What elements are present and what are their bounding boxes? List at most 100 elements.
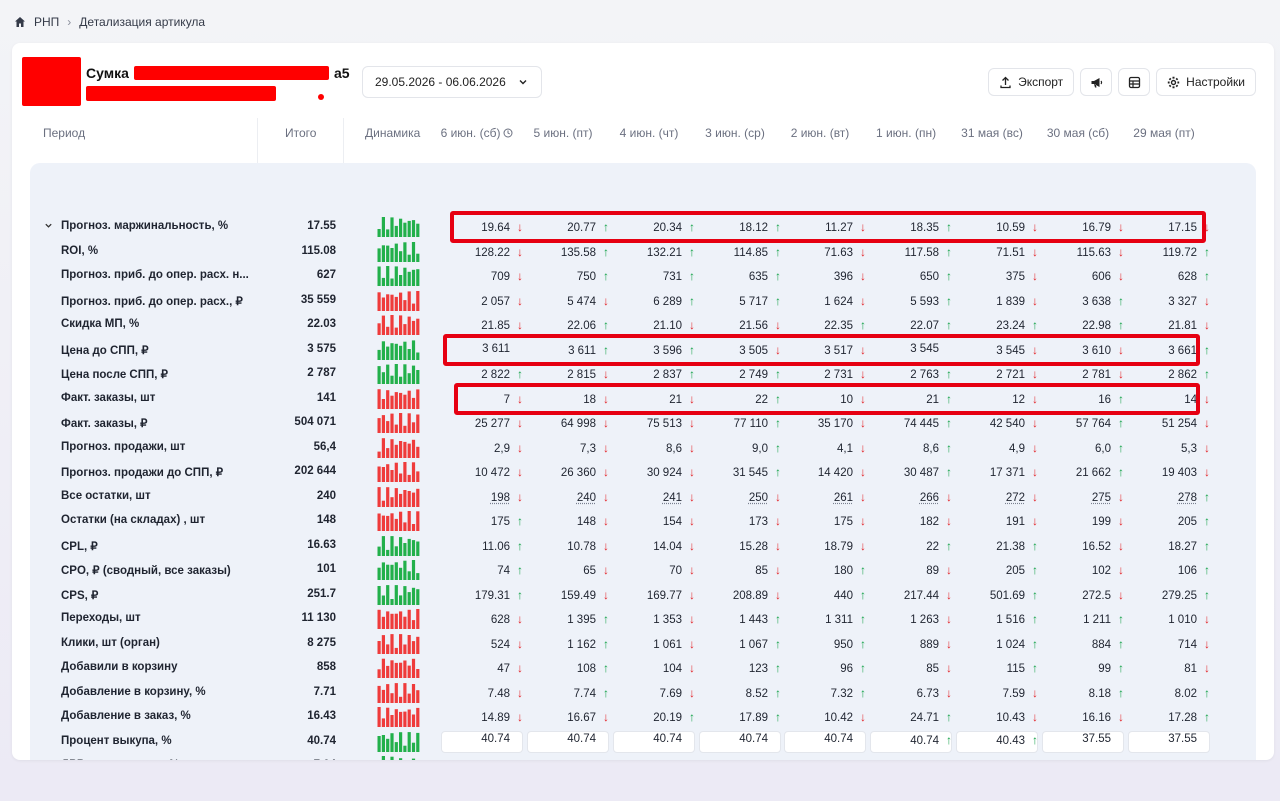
value-cell[interactable]: 375 ↓ [958,269,1038,283]
value-cell[interactable]: 1 624 ↓ [786,294,866,308]
value-cell[interactable]: 57 764 ↑ [1044,416,1124,430]
value-cell[interactable]: 14.04 ↓ [615,539,695,553]
value-cell[interactable]: 128.22 ↓ [443,245,523,259]
value-cell[interactable]: 64 998 ↓ [529,416,609,430]
value-cell[interactable]: 16.67 ↓ [529,710,609,724]
value-cell[interactable]: 14.89 ↓ [443,710,523,724]
value-cell[interactable]: 21.81 ↓ [1130,318,1210,332]
table-row[interactable]: Процент выкупа, % 40.74 40.74 40.74 40.74 … [30,730,1256,755]
value-cell[interactable]: 272 ↓ [958,490,1038,504]
value-cell[interactable]: 40.74 [786,733,866,745]
table-row[interactable]: Добавление в заказ, % 16.43 14.89 ↓ 16.67 ↓ 20… [30,705,1256,730]
value-cell[interactable]: 16.52 ↓ [1044,539,1124,553]
value-cell[interactable]: 7.69 ↓ [615,686,695,700]
breadcrumb-home-link[interactable]: РНП [34,15,60,29]
table-row[interactable]: Остатки (на складах) , шт 148 175 ↑ 148 ↓ 154 ↓… [30,509,1256,534]
value-cell[interactable]: 135.58 ↑ [529,245,609,259]
table-row[interactable]: CPS, ₽ 251.7 179.31 ↑ 159.49 ↓ 169.77 ↓ 208.89 ↓ 4… [30,583,1256,608]
value-cell[interactable]: 22.07 ↑ [872,318,952,332]
value-cell[interactable]: 40.74 [529,733,609,745]
col-period[interactable]: Период [43,126,86,140]
value-cell[interactable]: 1 162 ↑ [529,637,609,651]
value-cell[interactable]: 179.31 ↑ [443,588,523,602]
value-cell[interactable]: 3 517 ↓ [786,343,866,357]
value-cell[interactable]: 7.59 ↓ [958,686,1038,700]
value-cell[interactable]: 30 487 ↑ [872,465,952,479]
value-cell[interactable]: 3 327 ↓ [1130,294,1210,308]
value-cell[interactable]: 169.77 ↓ [615,588,695,602]
value-cell[interactable]: 21 ↓ [615,392,695,406]
export-button[interactable]: Экспорт [988,68,1075,96]
value-cell[interactable]: 4.42↓ [529,759,609,760]
value-cell[interactable]: 1 211 ↑ [1044,612,1124,626]
value-cell[interactable]: 21.38 ↑ [958,539,1038,553]
value-cell[interactable]: 3 596 ↑ [615,343,695,357]
value-cell[interactable]: 5 474 ↓ [529,294,609,308]
table-row[interactable]: CPL, ₽16.63 11.06 ↑ 10.78 ↓ 14.04 ↓ 15.28 ↓ 18.79… [30,534,1256,559]
value-cell[interactable]: 17.28 ↑ [1130,710,1210,724]
value-cell[interactable]: 1 024 ↑ [958,637,1038,651]
col-total[interactable]: Итого [285,126,317,140]
value-cell[interactable]: 175 ↑ [443,514,523,528]
value-cell[interactable]: 40.74 ↑ [872,733,952,747]
value-cell[interactable]: 77 110 ↑ [701,416,781,430]
table-row[interactable]: Все остатки, шт 240 198 ↓ 240 ↓ 241 ↓ 250 ↓ 261 ↓ 26… [30,485,1256,510]
value-cell[interactable]: 524 ↓ [443,637,523,651]
value-cell[interactable]: 10.42 ↓ [786,710,866,724]
col-day[interactable]: 4 июн. (чт) [619,126,679,140]
value-cell[interactable]: 250 ↓ [701,490,781,504]
chevron-down-icon[interactable] [44,221,53,230]
col-day[interactable]: 31 мая (вс) [961,126,1023,140]
value-cell[interactable]: 99 ↑ [1044,661,1124,675]
value-cell[interactable]: 1 839 ↓ [958,294,1038,308]
value-cell[interactable]: 7.74 ↑ [529,686,609,700]
value-cell[interactable]: 154 ↓ [615,514,695,528]
value-cell[interactable]: 81 ↓ [1130,661,1210,675]
value-cell[interactable]: 6.13↓ [872,759,952,760]
value-cell[interactable]: 5 593 ↑ [872,294,952,308]
value-cell[interactable]: 19 403 ↓ [1130,465,1210,479]
value-cell[interactable]: 65 ↓ [529,563,609,577]
value-cell[interactable]: 18 ↓ [529,392,609,406]
value-cell[interactable]: 173 ↓ [701,514,781,528]
value-cell[interactable]: 3 610 ↓ [1044,343,1124,357]
value-cell[interactable]: 1 061 ↓ [615,637,695,651]
value-cell[interactable]: 40.74 [443,733,523,745]
value-cell[interactable]: 10.59 ↓ [958,220,1038,234]
value-cell[interactable]: 74 445 ↑ [872,416,952,430]
value-cell[interactable]: 205 ↑ [1130,514,1210,528]
value-cell[interactable]: 20.34 ↑ [615,220,695,234]
value-cell[interactable]: 35 170 ↓ [786,416,866,430]
col-day[interactable]: 2 июн. (вт) [790,126,850,140]
value-cell[interactable]: 123 ↑ [701,661,781,675]
value-cell[interactable]: 1 263 ↓ [872,612,952,626]
value-cell[interactable]: 714 ↓ [1130,637,1210,651]
value-cell[interactable]: 71.51 ↓ [958,245,1038,259]
value-cell[interactable]: 22.35 ↑ [786,318,866,332]
table-row[interactable]: Прогноз. продажи до СПП, ₽ 202 644 10 472 ↓… [30,460,1256,485]
value-cell[interactable]: 8,6 ↓ [615,441,695,455]
value-cell[interactable]: 24.71 ↑ [872,710,952,724]
value-cell[interactable]: 18.12 ↑ [701,220,781,234]
value-cell[interactable]: 5.96↓ [701,759,781,760]
table-row[interactable]: Цена после СПП, ₽ 2 787 2 822 ↑ 2 815 ↓ 2 837 ↑… [30,362,1256,387]
value-cell[interactable]: 37.55 [1130,733,1210,745]
value-cell[interactable]: 10.43 ↓ [958,710,1038,724]
value-cell[interactable]: 10.78 ↓ [529,539,609,553]
value-cell[interactable]: 5,3 ↓ [1130,441,1210,455]
table-row[interactable]: Клики, шт (орган) 8 275 524 ↓ 1 162 ↑ 1 061 ↓ 1 … [30,632,1256,657]
table-row[interactable]: Цена до СПП, ₽3 575 3 611 3 611 ↑ 3 596 ↑ 3 5… [30,338,1256,363]
value-cell[interactable]: 22.98 ↑ [1044,318,1124,332]
value-cell[interactable]: 26 360 ↓ [529,465,609,479]
value-cell[interactable]: 3 611 ↑ [529,343,609,357]
value-cell[interactable]: 70 ↓ [615,563,695,577]
value-cell[interactable]: 30 924 ↓ [615,465,695,479]
value-cell[interactable]: 205 ↑ [958,563,1038,577]
value-cell[interactable]: 148 ↓ [529,514,609,528]
value-cell[interactable]: 22 ↑ [872,539,952,553]
value-cell[interactable]: 14.15↑ [958,759,1038,760]
value-cell[interactable]: 108 ↑ [529,661,609,675]
value-cell[interactable]: 16 ↑ [1044,392,1124,406]
value-cell[interactable]: 182 ↓ [872,514,952,528]
value-cell[interactable]: 51 254 ↓ [1130,416,1210,430]
